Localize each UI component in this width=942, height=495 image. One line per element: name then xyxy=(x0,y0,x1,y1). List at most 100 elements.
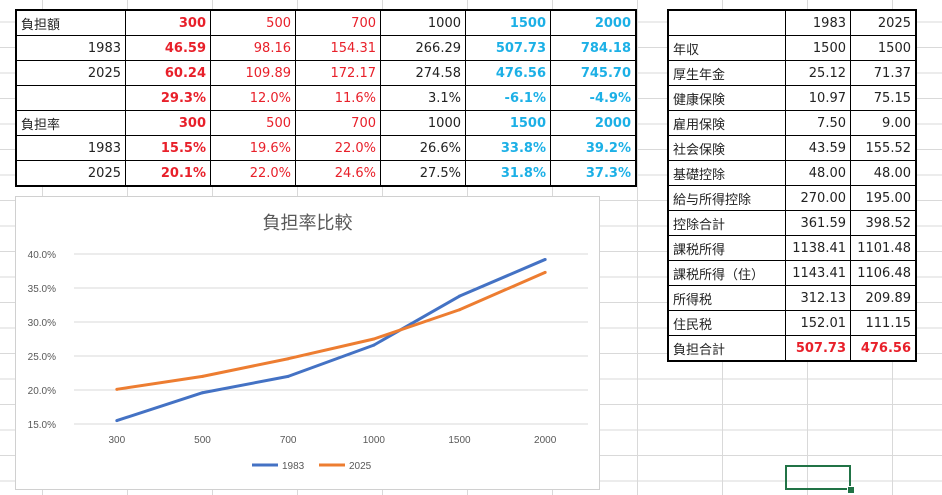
row-label[interactable]: 2025 xyxy=(15,160,126,187)
table-cell[interactable]: 26.6% xyxy=(380,135,466,161)
row-label[interactable]: 1983 xyxy=(15,35,126,61)
table-cell[interactable]: 9.00 xyxy=(850,110,917,136)
table-cell[interactable]: 12.0% xyxy=(210,85,296,111)
table-cell[interactable]: 27.5% xyxy=(380,160,466,187)
row-label[interactable]: 健康保険 xyxy=(667,85,786,111)
table-cell[interactable]: 1000 xyxy=(380,110,466,136)
table-cell[interactable]: 784.18 xyxy=(550,35,637,61)
table-cell[interactable]: 361.59 xyxy=(785,210,851,236)
table-cell[interactable]: 1101.48 xyxy=(850,235,917,261)
table-cell[interactable]: 1106.48 xyxy=(850,260,917,286)
table-cell[interactable]: 476.56 xyxy=(465,60,551,86)
table-cell[interactable]: 98.16 xyxy=(210,35,296,61)
table-cell[interactable]: 10.97 xyxy=(785,85,851,111)
table-cell[interactable]: 111.15 xyxy=(850,310,917,336)
data-point xyxy=(543,257,547,261)
table-row: 1983 2025 xyxy=(667,9,917,36)
row-label[interactable]: 控除合計 xyxy=(667,210,786,236)
table-cell[interactable]: 24.6% xyxy=(295,160,381,187)
table-cell[interactable]: 1500 xyxy=(465,110,551,136)
table-cell[interactable]: 2025 xyxy=(850,9,917,36)
table-cell[interactable]: 312.13 xyxy=(785,285,851,311)
row-label[interactable]: 負担率 xyxy=(15,110,126,136)
table-cell[interactable]: 2000 xyxy=(550,110,637,136)
table-cell[interactable]: 48.00 xyxy=(850,160,917,186)
row-label[interactable]: 厚生年金 xyxy=(667,60,786,86)
row-label[interactable]: 所得税 xyxy=(667,285,786,311)
table-cell[interactable]: 29.3% xyxy=(125,85,211,111)
table-cell[interactable]: 745.70 xyxy=(550,60,637,86)
table-cell[interactable]: 152.01 xyxy=(785,310,851,336)
table-cell[interactable]: 25.12 xyxy=(785,60,851,86)
table-cell[interactable]: 172.17 xyxy=(295,60,381,86)
data-point xyxy=(201,374,204,378)
row-label[interactable]: 雇用保険 xyxy=(667,110,786,136)
table-cell[interactable]: 274.58 xyxy=(380,60,466,86)
table-cell[interactable]: 195.00 xyxy=(850,185,917,211)
table-cell[interactable]: 39.2% xyxy=(550,135,637,161)
table-cell[interactable]: 476.56 xyxy=(850,335,917,362)
table-cell[interactable]: 507.73 xyxy=(465,35,551,61)
selected-cell[interactable] xyxy=(785,465,851,490)
row-label[interactable] xyxy=(667,9,786,36)
table-cell[interactable]: 75.15 xyxy=(850,85,917,111)
table-cell[interactable]: 2000 xyxy=(550,9,637,36)
row-label[interactable]: 負担額 xyxy=(15,9,126,36)
data-point xyxy=(201,391,204,395)
table-cell[interactable]: 1143.41 xyxy=(785,260,851,286)
table-cell[interactable]: 48.00 xyxy=(785,160,851,186)
table-cell[interactable]: 109.89 xyxy=(210,60,296,86)
table-cell[interactable]: 266.29 xyxy=(380,35,466,61)
table-cell[interactable]: 71.37 xyxy=(850,60,917,86)
table-cell[interactable]: 1500 xyxy=(850,35,917,61)
table-cell[interactable]: 155.52 xyxy=(850,135,917,161)
row-label[interactable]: 負担合計 xyxy=(667,335,786,362)
table-cell[interactable]: 31.8% xyxy=(465,160,551,187)
table-cell[interactable]: 1000 xyxy=(380,9,466,36)
table-cell[interactable]: 7.50 xyxy=(785,110,851,136)
table-cell[interactable]: 22.0% xyxy=(295,135,381,161)
table-cell[interactable]: 1983 xyxy=(785,9,851,36)
table-cell[interactable]: 500 xyxy=(210,110,296,136)
row-label[interactable]: 課税所得 xyxy=(667,235,786,261)
table-cell[interactable]: -4.9% xyxy=(550,85,637,111)
table-cell[interactable]: 507.73 xyxy=(785,335,851,362)
table-cell[interactable]: 37.3% xyxy=(550,160,637,187)
row-label[interactable]: 給与所得控除 xyxy=(667,185,786,211)
row-label[interactable]: 課税所得（住） xyxy=(667,260,786,286)
table-cell[interactable]: 154.31 xyxy=(295,35,381,61)
table-cell[interactable]: 15.5% xyxy=(125,135,211,161)
table-cell[interactable]: -6.1% xyxy=(465,85,551,111)
table-cell[interactable]: 700 xyxy=(295,9,381,36)
table-cell[interactable]: 300 xyxy=(125,110,211,136)
fill-handle[interactable] xyxy=(847,486,855,494)
table-cell[interactable]: 209.89 xyxy=(850,285,917,311)
table-cell[interactable]: 1500 xyxy=(465,9,551,36)
table-cell[interactable]: 270.00 xyxy=(785,185,851,211)
table-cell[interactable]: 11.6% xyxy=(295,85,381,111)
table-cell[interactable]: 3.1% xyxy=(380,85,466,111)
table-cell[interactable]: 300 xyxy=(125,9,211,36)
table-cell[interactable]: 19.6% xyxy=(210,135,296,161)
row-label[interactable]: 2025 xyxy=(15,60,126,86)
row-label[interactable]: 住民税 xyxy=(667,310,786,336)
table-cell[interactable]: 60.24 xyxy=(125,60,211,86)
row-label[interactable]: 基礎控除 xyxy=(667,160,786,186)
table-cell[interactable]: 46.59 xyxy=(125,35,211,61)
data-point xyxy=(115,419,119,423)
row-label[interactable] xyxy=(15,85,126,111)
table-cell[interactable]: 1138.41 xyxy=(785,235,851,261)
row-label[interactable]: 1983 xyxy=(15,135,126,161)
table-cell[interactable]: 1500 xyxy=(785,35,851,61)
y-tick-label: 15.0% xyxy=(28,420,56,431)
table-cell[interactable]: 33.8% xyxy=(465,135,551,161)
table-cell[interactable]: 22.0% xyxy=(210,160,296,187)
table-cell[interactable]: 43.59 xyxy=(785,135,851,161)
row-label[interactable]: 年収 xyxy=(667,35,786,61)
table-cell[interactable]: 500 xyxy=(210,9,296,36)
table-cell[interactable]: 398.52 xyxy=(850,210,917,236)
table-cell[interactable]: 20.1% xyxy=(125,160,211,187)
table-cell[interactable]: 700 xyxy=(295,110,381,136)
row-label[interactable]: 社会保険 xyxy=(667,135,786,161)
burden-rate-chart[interactable]: 負担率比較 15.0% 20.0% 25.0% 30.0% 35.0% 40.0% 300 5… xyxy=(15,196,600,490)
